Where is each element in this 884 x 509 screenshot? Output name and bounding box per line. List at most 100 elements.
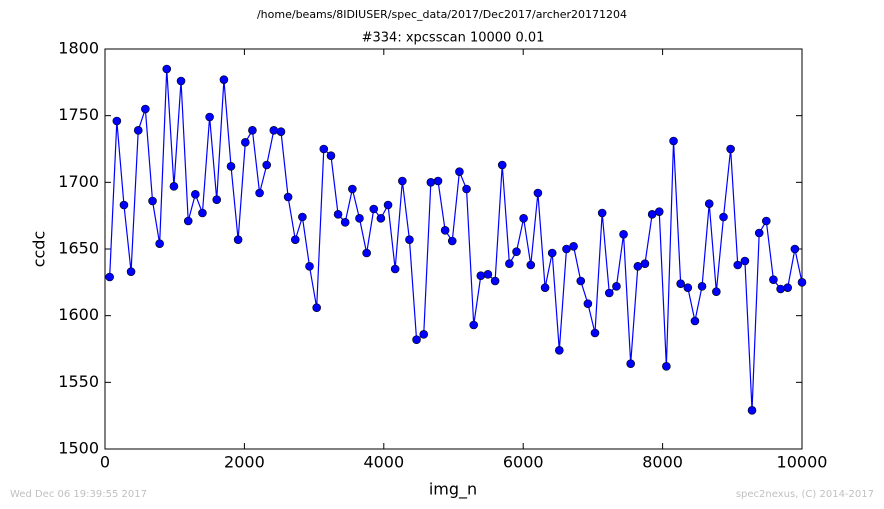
- data-point: [412, 335, 421, 344]
- data-point: [262, 160, 272, 170]
- data-point: [355, 214, 364, 223]
- data-point: [669, 136, 678, 146]
- data-point: [497, 160, 507, 170]
- data-point: [547, 248, 557, 258]
- data-point: [462, 184, 471, 194]
- data-point: [633, 262, 643, 271]
- data-point: [169, 182, 179, 191]
- data-point: [362, 248, 371, 258]
- data-point: [455, 167, 464, 176]
- x-axis-label: img_n: [429, 480, 477, 500]
- data-point: [690, 316, 700, 326]
- y-axis-label: ccdc: [30, 231, 49, 268]
- data-point: [148, 196, 157, 206]
- data-point: [390, 264, 400, 274]
- data-point: [626, 359, 635, 368]
- data-point: [305, 262, 314, 271]
- data-point: [119, 200, 129, 210]
- data-point: [505, 259, 514, 268]
- data-point: [248, 126, 257, 135]
- data-point: [162, 64, 172, 74]
- data-point: [340, 218, 350, 227]
- data-point: [490, 276, 500, 286]
- data-point: [697, 282, 707, 291]
- data-point: [312, 303, 321, 312]
- y-tick-label: 1650: [58, 239, 99, 258]
- data-point: [583, 299, 593, 308]
- y-tick-label: 1750: [58, 105, 99, 124]
- data-point: [326, 151, 336, 160]
- data-point: [754, 228, 764, 238]
- x-tick-label: 0: [100, 453, 110, 472]
- data-point: [426, 178, 436, 187]
- data-point: [369, 204, 379, 214]
- data-point: [512, 247, 521, 256]
- data-point: [476, 271, 486, 280]
- data-point: [740, 256, 750, 266]
- data-point: [219, 75, 229, 84]
- data-point: [540, 283, 550, 292]
- data-point: [319, 144, 329, 154]
- data-point: [405, 235, 414, 244]
- data-point: [654, 207, 664, 216]
- footer-left: Wed Dec 06 19:39:55 2017: [10, 489, 147, 500]
- data-point: [198, 208, 207, 218]
- data-point: [376, 214, 386, 223]
- data-point: [762, 216, 771, 226]
- data-point: [612, 282, 621, 291]
- data-point: [790, 244, 800, 254]
- data-point: [569, 242, 578, 251]
- data-point: [283, 192, 293, 202]
- data-point: [176, 76, 186, 86]
- data-point: [619, 230, 628, 239]
- data-point: [433, 176, 443, 186]
- data-point: [133, 126, 143, 135]
- data-point: [519, 214, 528, 223]
- data-point: [141, 104, 150, 114]
- data-point: [398, 176, 407, 186]
- data-point: [348, 184, 357, 194]
- data-point: [662, 362, 671, 371]
- data-point: [205, 112, 214, 122]
- data-point: [533, 188, 543, 198]
- data-point: [226, 162, 236, 171]
- data-point: [183, 216, 193, 226]
- y-tick-label: 1800: [58, 39, 99, 58]
- data-point: [733, 260, 743, 270]
- data-point: [676, 279, 685, 288]
- data-point: [597, 208, 607, 218]
- data-point: [469, 320, 479, 330]
- data-point: [191, 190, 200, 199]
- y-tick-label: 1550: [58, 372, 99, 391]
- data-point: [783, 283, 793, 292]
- data-point: [776, 284, 785, 294]
- data-point: [604, 288, 614, 298]
- data-point: [562, 244, 571, 254]
- data-point: [590, 328, 600, 338]
- data-point: [383, 200, 393, 210]
- data-point: [241, 138, 250, 147]
- chart-title: #334: xpcsscan 10000 0.01: [362, 31, 545, 46]
- data-point: [212, 195, 222, 204]
- y-tick-label: 1700: [58, 172, 99, 191]
- data-point: [640, 259, 650, 268]
- data-point: [105, 272, 114, 282]
- data-point: [233, 235, 243, 244]
- data-point: [726, 144, 735, 154]
- data-point: [419, 330, 429, 339]
- data-point: [126, 267, 136, 276]
- plot-frame: [104, 48, 803, 450]
- x-tick-label: 10000: [777, 453, 828, 472]
- data-point: [769, 275, 778, 284]
- data-point: [298, 212, 307, 222]
- data-point: [483, 270, 493, 279]
- footer-right: spec2nexus, (C) 2014-2017: [736, 489, 874, 500]
- data-point: [276, 127, 286, 136]
- data-point: [555, 346, 564, 355]
- data-point: [333, 210, 343, 219]
- data-point: [576, 276, 586, 286]
- data-point: [447, 236, 457, 246]
- data-point: [712, 287, 721, 296]
